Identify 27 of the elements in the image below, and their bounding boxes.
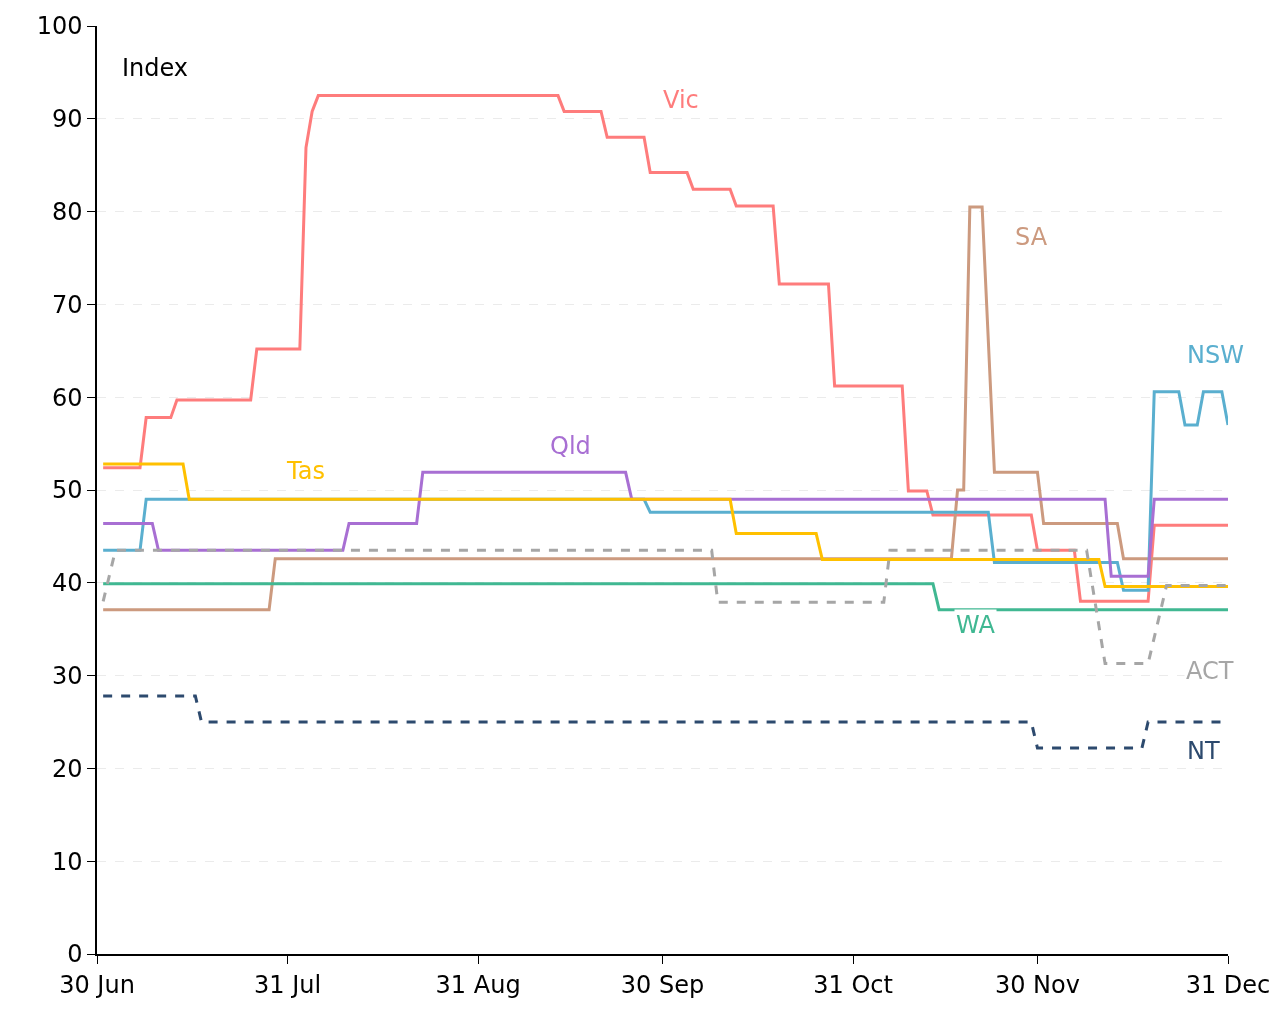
series-label: Qld — [550, 432, 591, 460]
y-tick-label: 20 — [51, 754, 83, 783]
x-tick-label: 31 Jul — [253, 970, 322, 999]
series-label: Tas — [286, 457, 325, 485]
y-tick-label: 70 — [51, 290, 83, 319]
y-tick-label: 10 — [51, 847, 83, 876]
x-tick-label: 30 Jun — [59, 970, 135, 999]
y-tick-label: 80 — [51, 198, 83, 226]
y-tick-label: 40 — [51, 569, 83, 598]
series-label: Vic — [663, 86, 699, 114]
y-tick-label: 90 — [51, 105, 83, 134]
series-label: NT — [1187, 737, 1220, 765]
series-label: WA — [956, 611, 996, 639]
y-tick-label: 50 — [51, 476, 83, 505]
x-tick-label: 31 Oct — [813, 970, 893, 999]
series-label: ACT — [1186, 657, 1234, 685]
series-label: NSW — [1187, 341, 1244, 369]
x-tick-label: 31 Dec — [1185, 970, 1271, 999]
y-tick-label: 0 — [67, 940, 83, 969]
x-tick-label: 30 Nov — [994, 970, 1080, 999]
y-tick-label: 30 — [51, 662, 83, 690]
x-tick-label: 31 Aug — [435, 970, 521, 999]
y-tick-label: 60 — [51, 383, 83, 412]
y-axis-title: Index — [122, 54, 189, 82]
y-tick-label: 100 — [36, 12, 83, 41]
x-tick-label: 30 Sep — [620, 970, 705, 999]
series-label: SA — [1015, 223, 1048, 251]
